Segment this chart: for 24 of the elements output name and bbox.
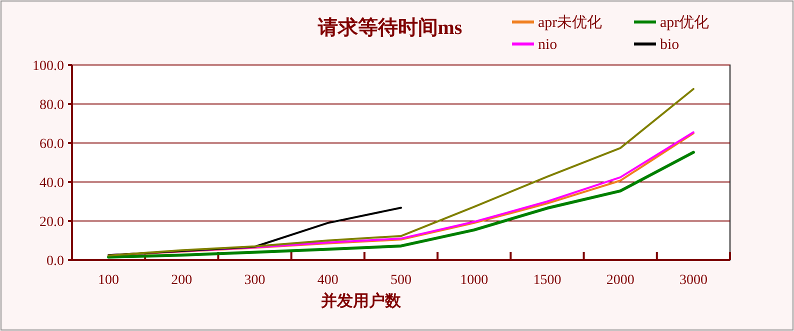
y-tick-label: 60.0 [40, 137, 64, 152]
line-series [108, 88, 694, 257]
x-tick-label: 300 [244, 273, 266, 288]
legend-label: apr未优化 [538, 14, 602, 31]
x-axis-title: 并发用户数 [320, 292, 402, 310]
x-tick-label: 500 [390, 273, 412, 288]
legend-label: nio [538, 37, 558, 53]
y-tick-label: 20.0 [40, 215, 64, 230]
y-tick-label: 0.0 [46, 254, 64, 269]
x-tick-label: 1500 [533, 273, 562, 288]
legend-label: apr优化 [660, 14, 710, 31]
x-tick-label: 3000 [679, 273, 708, 288]
x-tick-label: 200 [171, 273, 192, 288]
y-tick-label: 100.0 [32, 59, 64, 74]
legend-label: bio [660, 37, 680, 53]
y-tick-label: 40.0 [40, 176, 64, 191]
x-tick-label: 1000 [460, 273, 488, 288]
x-tick-label: 100 [98, 273, 120, 288]
x-tick-label: 400 [317, 273, 338, 288]
y-tick-label: 80.0 [40, 98, 64, 113]
line-series [107, 150, 695, 259]
x-tick-label: 2000 [606, 273, 634, 288]
chart-title: 请求等待时间ms [316, 16, 462, 39]
line-series [108, 206, 402, 256]
